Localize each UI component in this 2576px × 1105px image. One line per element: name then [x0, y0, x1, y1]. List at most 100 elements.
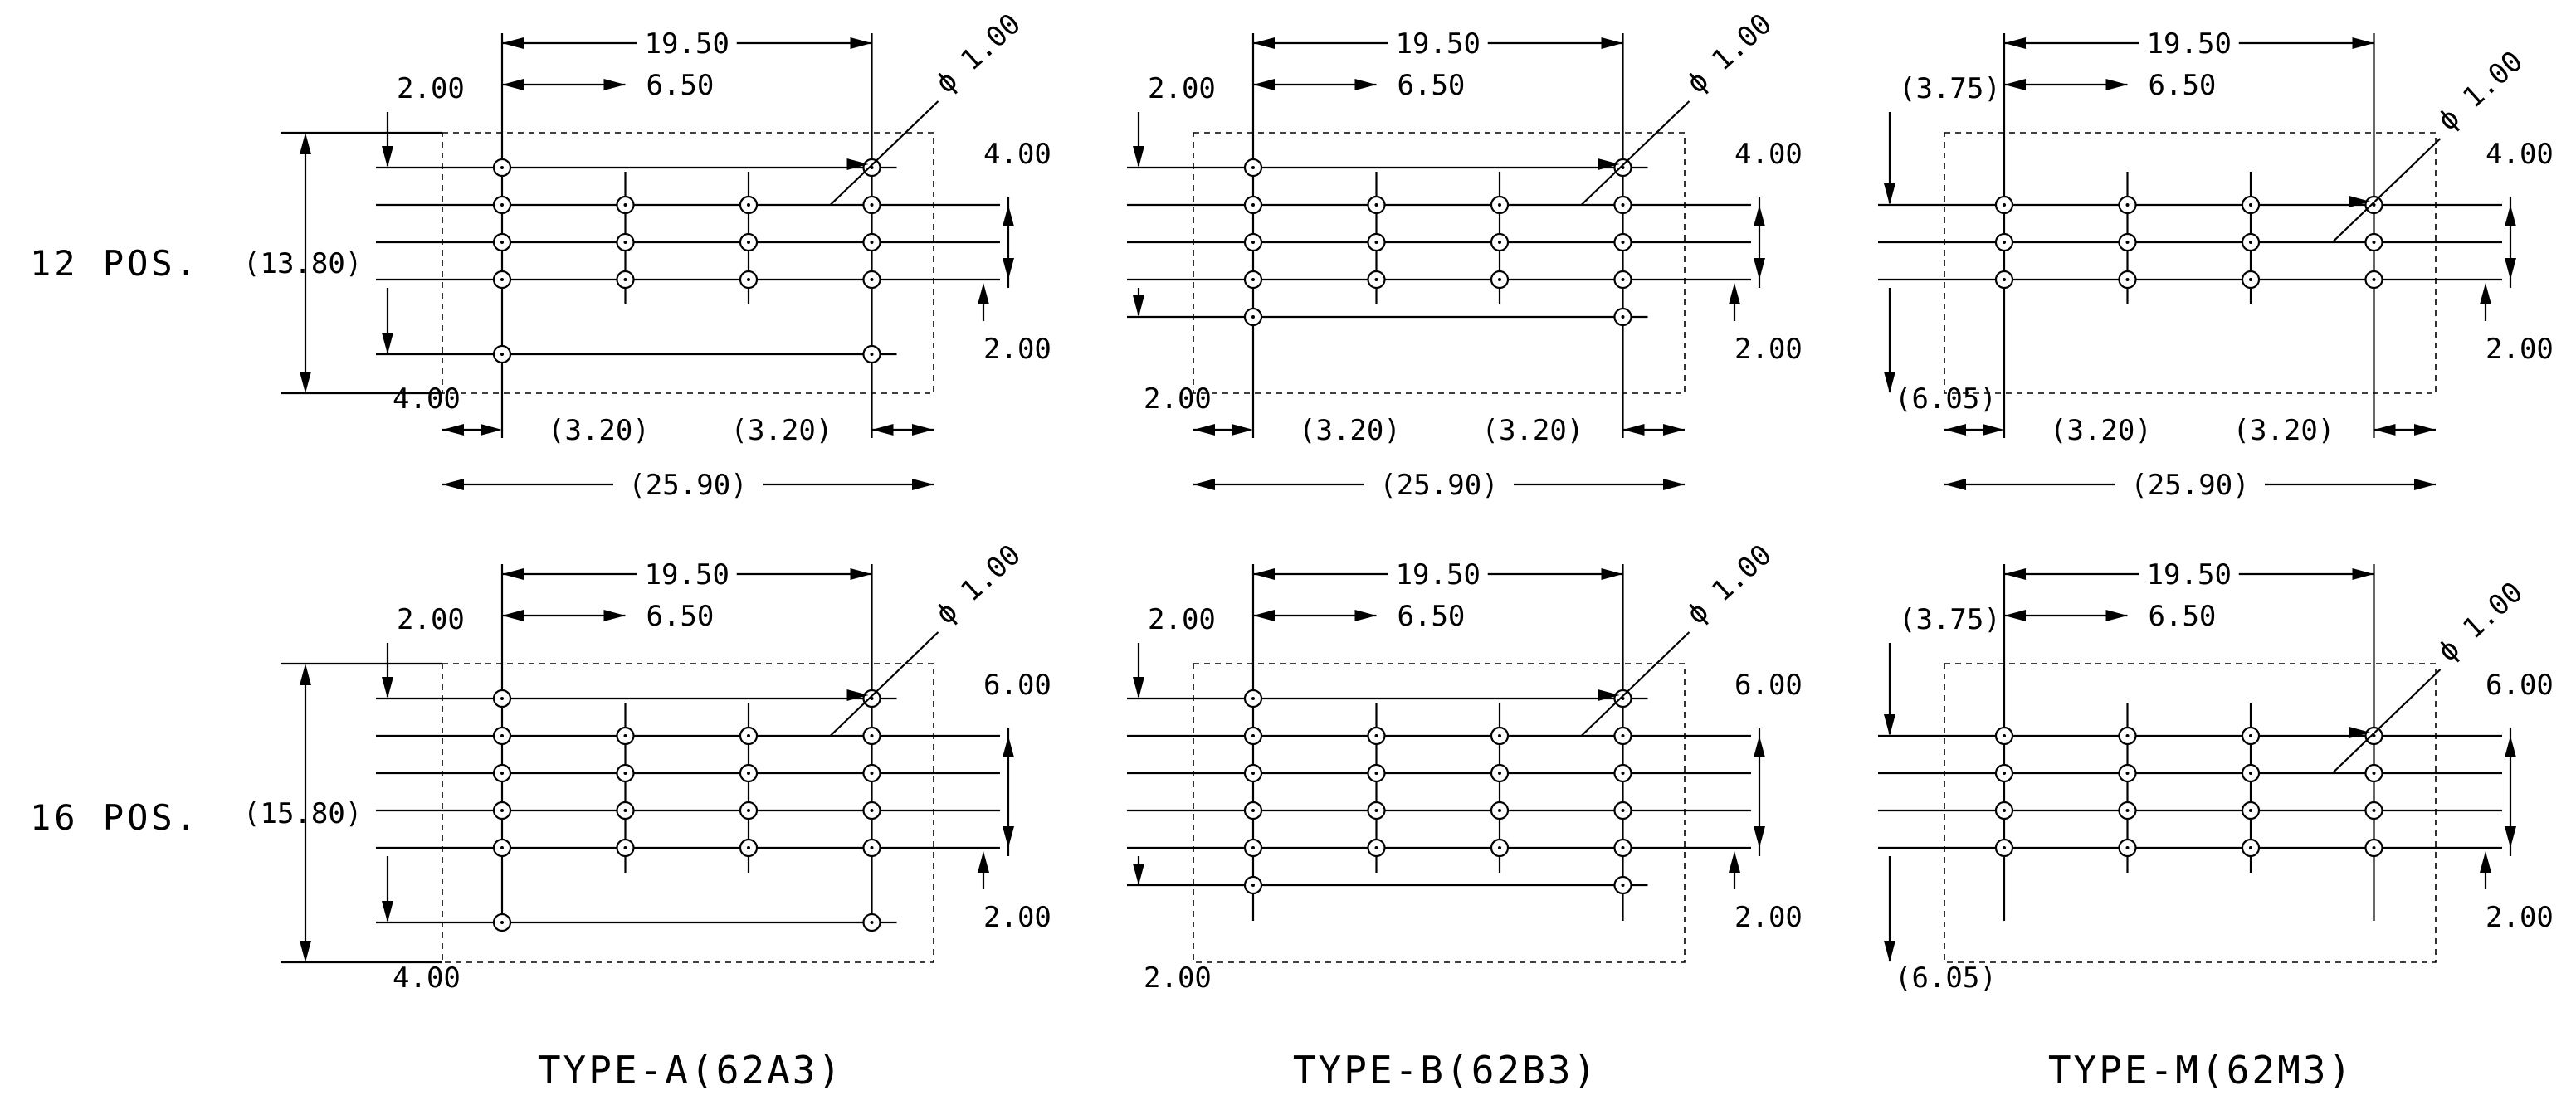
dim-left-bottom: (6.05)	[1895, 382, 1997, 416]
dim-right-top: 4.00	[983, 138, 1051, 171]
hole-center	[870, 846, 874, 849]
arrowhead	[1944, 424, 1966, 436]
dim-pitch: 6.50	[646, 600, 715, 633]
arrowhead	[300, 133, 311, 154]
hole-center	[747, 809, 750, 812]
arrowhead	[1729, 283, 1740, 304]
arrowhead	[502, 568, 524, 580]
arrowhead	[1663, 424, 1685, 436]
dim-text-mask	[637, 556, 737, 589]
arrowhead	[1884, 714, 1895, 736]
arrowhead	[912, 479, 934, 490]
dim-edge-right: (3.20)	[731, 414, 833, 447]
dim-right-bottom: 2.00	[983, 333, 1051, 366]
hole-center	[500, 921, 504, 924]
hole-center	[1498, 241, 1501, 244]
arrowhead	[442, 424, 464, 436]
diameter-leader	[2331, 669, 2442, 774]
dim-text-mask	[2139, 556, 2239, 589]
outline-box	[1193, 663, 1686, 963]
dim-hole-diameter: ϕ 1.00	[929, 538, 1027, 631]
hole-center	[623, 772, 627, 775]
arrowhead	[2352, 37, 2374, 49]
type-label-a: TYPE-A(62A3)	[538, 1048, 843, 1093]
arrowhead	[603, 79, 626, 90]
hole-center	[1498, 809, 1501, 812]
hole-center	[747, 278, 750, 281]
arrowhead	[1983, 424, 2004, 436]
hole-center	[1251, 809, 1255, 812]
hole-center	[2249, 772, 2252, 775]
dim-text-mask	[613, 466, 763, 499]
dim-right-top: 6.00	[983, 669, 1051, 702]
panel-type-a-12-pos: 19.50 6.50 ϕ 1.00 4.00 2.00 2.00 4.00 (13.80) (3…	[243, 7, 1051, 502]
dim-text-mask	[1388, 556, 1488, 589]
arrowhead	[442, 479, 464, 490]
arrowhead	[2505, 258, 2516, 280]
dim-overall-width: 19.50	[645, 27, 729, 61]
outline-box	[1944, 663, 2437, 963]
arrowhead	[850, 568, 872, 580]
arrowhead	[1193, 424, 1215, 436]
arrowhead	[2480, 851, 2491, 873]
hole-center	[2249, 278, 2252, 281]
diameter-leader	[1580, 100, 1690, 206]
arrowhead	[1133, 864, 1144, 885]
row-label-16-pos: 16 POS.	[30, 797, 200, 838]
hole-center	[2249, 203, 2252, 207]
hole-center	[2372, 278, 2376, 281]
dim-left-top: (3.75)	[1899, 72, 2001, 105]
hole-center	[1374, 772, 1378, 775]
hole-center	[1621, 884, 1625, 887]
hole-center	[870, 734, 874, 737]
arrowhead	[2105, 610, 2128, 621]
hole-center	[2003, 772, 2006, 775]
arrowhead	[1601, 568, 1623, 580]
dim-right-bottom: 2.00	[2486, 333, 2554, 366]
hole-center	[1251, 734, 1255, 737]
hole-center	[747, 203, 750, 207]
hole-center	[2125, 241, 2130, 244]
arrowhead	[1133, 295, 1144, 317]
panel-type-b-12-pos: 19.50 6.50 ϕ 1.00 4.00 2.00 2.00 2.00 (3.20) (3.…	[1127, 7, 1803, 502]
arrowhead	[382, 333, 393, 354]
hole-center	[623, 734, 627, 737]
hole-center	[2125, 809, 2130, 812]
hole-center	[1621, 772, 1625, 775]
arrowhead	[1598, 158, 1620, 170]
hole-center	[1621, 241, 1625, 244]
diameter-leader	[1580, 631, 1690, 737]
hole-center	[2249, 734, 2252, 737]
arrowhead	[1193, 479, 1215, 490]
arrowhead	[1944, 479, 1966, 490]
dim-hole-diameter: ϕ 1.00	[2432, 576, 2530, 669]
hole-center	[870, 241, 874, 244]
arrowhead	[1663, 479, 1685, 490]
hole-center	[1498, 203, 1501, 207]
hole-center	[747, 241, 750, 244]
arrowhead	[1754, 258, 1765, 280]
hole-center	[1621, 315, 1625, 319]
dim-hole-diameter: ϕ 1.00	[2432, 45, 2530, 138]
hole-center	[1251, 203, 1255, 207]
dim-edge-left: (3.20)	[2050, 414, 2152, 447]
hole-center	[500, 278, 504, 281]
dim-pitch: 6.50	[1398, 69, 1466, 102]
hole-center	[1498, 734, 1501, 737]
dim-text-mask	[2139, 25, 2239, 58]
dim-left-bottom: 4.00	[393, 382, 461, 416]
arrowhead	[1003, 826, 1014, 848]
hole-center	[747, 846, 750, 849]
hole-center	[1498, 772, 1501, 775]
dim-text-mask	[1388, 25, 1488, 58]
outline-box	[1944, 132, 2437, 394]
hole-center	[1374, 203, 1378, 207]
arrowhead	[2480, 283, 2491, 304]
dim-right-bottom: 2.00	[1734, 901, 1803, 934]
arrowhead	[1754, 826, 1765, 848]
hole-center	[1621, 734, 1625, 737]
dim-left-bottom: (6.05)	[1895, 961, 1997, 995]
arrowhead	[1754, 736, 1765, 757]
hole-center	[1374, 809, 1378, 812]
dim-left-bottom: 2.00	[1144, 961, 1212, 995]
